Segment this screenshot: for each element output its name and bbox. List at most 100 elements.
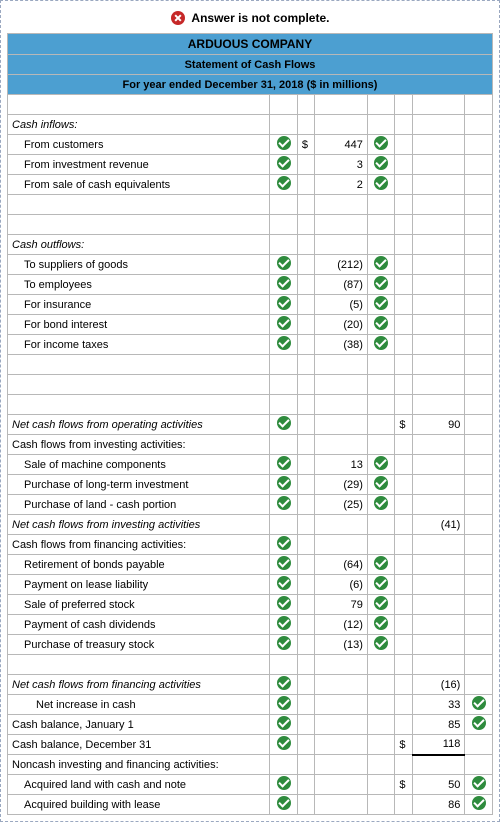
currency bbox=[297, 175, 314, 195]
value[interactable]: (87) bbox=[315, 275, 367, 295]
inv-total-value: (41) bbox=[412, 515, 464, 535]
check-icon bbox=[277, 136, 291, 150]
currency: $ bbox=[395, 735, 412, 755]
fin-total-label: Net cash flows from financing activities bbox=[8, 675, 270, 695]
check-icon bbox=[374, 256, 388, 270]
row-label: Retirement of bonds payable bbox=[8, 555, 270, 575]
check-icon bbox=[277, 716, 291, 730]
check-icon bbox=[277, 596, 291, 610]
check-icon bbox=[277, 496, 291, 510]
beg-value: 85 bbox=[412, 715, 464, 735]
op-total-value: 90 bbox=[412, 415, 464, 435]
check-icon bbox=[277, 456, 291, 470]
check-icon bbox=[374, 316, 388, 330]
row-label: Acquired building with lease bbox=[8, 795, 270, 815]
value[interactable]: (25) bbox=[315, 495, 367, 515]
fin-heading: Cash flows from financing activities: bbox=[8, 535, 270, 555]
row-label: For bond interest bbox=[8, 315, 270, 335]
inflows-heading: Cash inflows: bbox=[8, 115, 270, 135]
inv-heading: Cash flows from investing activities: bbox=[8, 435, 270, 455]
value[interactable]: 2 bbox=[315, 175, 367, 195]
check-icon bbox=[277, 276, 291, 290]
end-label: Cash balance, December 31 bbox=[8, 735, 270, 755]
check-icon bbox=[277, 696, 291, 710]
value[interactable]: 86 bbox=[412, 795, 464, 815]
row-label: Payment of cash dividends bbox=[8, 615, 270, 635]
op-total-label: Net cash flows from operating activities bbox=[8, 415, 270, 435]
value[interactable]: 50 bbox=[412, 775, 464, 795]
check-icon bbox=[277, 776, 291, 790]
value[interactable]: (5) bbox=[315, 295, 367, 315]
check-icon bbox=[277, 796, 291, 810]
row-label: Payment on lease liability bbox=[8, 575, 270, 595]
outflows-heading: Cash outflows: bbox=[8, 235, 270, 255]
netinc-label: Net increase in cash bbox=[8, 695, 270, 715]
value[interactable]: 447 bbox=[315, 135, 367, 155]
check-icon bbox=[374, 476, 388, 490]
check-icon bbox=[374, 176, 388, 190]
check-icon bbox=[374, 556, 388, 570]
check-icon bbox=[277, 176, 291, 190]
inv-total-label: Net cash flows from investing activities bbox=[8, 515, 270, 535]
check-icon bbox=[374, 276, 388, 290]
beg-label: Cash balance, January 1 bbox=[8, 715, 270, 735]
alert-bar: Answer is not complete. bbox=[7, 7, 493, 33]
worksheet: Answer is not complete. ARDUOUS COMPANYS… bbox=[0, 0, 500, 822]
row-label: For insurance bbox=[8, 295, 270, 315]
value[interactable]: 13 bbox=[315, 455, 367, 475]
row-label: For income taxes bbox=[8, 335, 270, 355]
check-icon bbox=[277, 416, 291, 430]
check-icon bbox=[374, 156, 388, 170]
row-label: From customers bbox=[8, 135, 270, 155]
value[interactable]: 3 bbox=[315, 155, 367, 175]
period-header: For year ended December 31, 2018 ($ in m… bbox=[8, 75, 493, 95]
value[interactable]: (38) bbox=[315, 335, 367, 355]
currency: $ bbox=[297, 135, 314, 155]
check-icon bbox=[374, 336, 388, 350]
value[interactable]: (29) bbox=[315, 475, 367, 495]
check-icon bbox=[277, 576, 291, 590]
check-icon bbox=[277, 256, 291, 270]
alert-text: Answer is not complete. bbox=[191, 11, 329, 25]
value[interactable]: (6) bbox=[315, 575, 367, 595]
check-icon bbox=[277, 676, 291, 690]
error-icon bbox=[171, 11, 185, 25]
row-label: Purchase of land - cash portion bbox=[8, 495, 270, 515]
netinc-value: 33 bbox=[412, 695, 464, 715]
check-icon bbox=[277, 476, 291, 490]
check-icon bbox=[472, 776, 486, 790]
check-icon bbox=[277, 636, 291, 650]
row-label: To employees bbox=[8, 275, 270, 295]
row-label: Acquired land with cash and note bbox=[8, 775, 270, 795]
currency: $ bbox=[395, 415, 412, 435]
row-label: Sale of preferred stock bbox=[8, 595, 270, 615]
check-icon bbox=[277, 336, 291, 350]
value[interactable]: (64) bbox=[315, 555, 367, 575]
check-icon bbox=[472, 796, 486, 810]
check-icon bbox=[277, 316, 291, 330]
value[interactable]: (12) bbox=[315, 615, 367, 635]
check-icon bbox=[374, 596, 388, 610]
check-icon bbox=[277, 556, 291, 570]
check-icon bbox=[374, 576, 388, 590]
check-icon bbox=[277, 736, 291, 750]
value[interactable]: (20) bbox=[315, 315, 367, 335]
check-icon bbox=[277, 296, 291, 310]
check-icon bbox=[374, 296, 388, 310]
check-icon bbox=[374, 636, 388, 650]
check-icon bbox=[374, 456, 388, 470]
company-header: ARDUOUS COMPANY bbox=[8, 34, 493, 55]
row-label: Purchase of long-term investment bbox=[8, 475, 270, 495]
noncash-heading: Noncash investing and financing activiti… bbox=[8, 755, 270, 775]
statement-header: Statement of Cash Flows bbox=[8, 55, 493, 75]
check-icon bbox=[472, 696, 486, 710]
check-icon bbox=[374, 616, 388, 630]
value[interactable]: 79 bbox=[315, 595, 367, 615]
currency: $ bbox=[395, 775, 412, 795]
row-label: Sale of machine components bbox=[8, 455, 270, 475]
value[interactable]: (13) bbox=[315, 635, 367, 655]
check-icon bbox=[277, 536, 291, 550]
cashflow-table: ARDUOUS COMPANYStatement of Cash FlowsFo… bbox=[7, 33, 493, 815]
value[interactable]: (212) bbox=[315, 255, 367, 275]
check-icon bbox=[374, 136, 388, 150]
